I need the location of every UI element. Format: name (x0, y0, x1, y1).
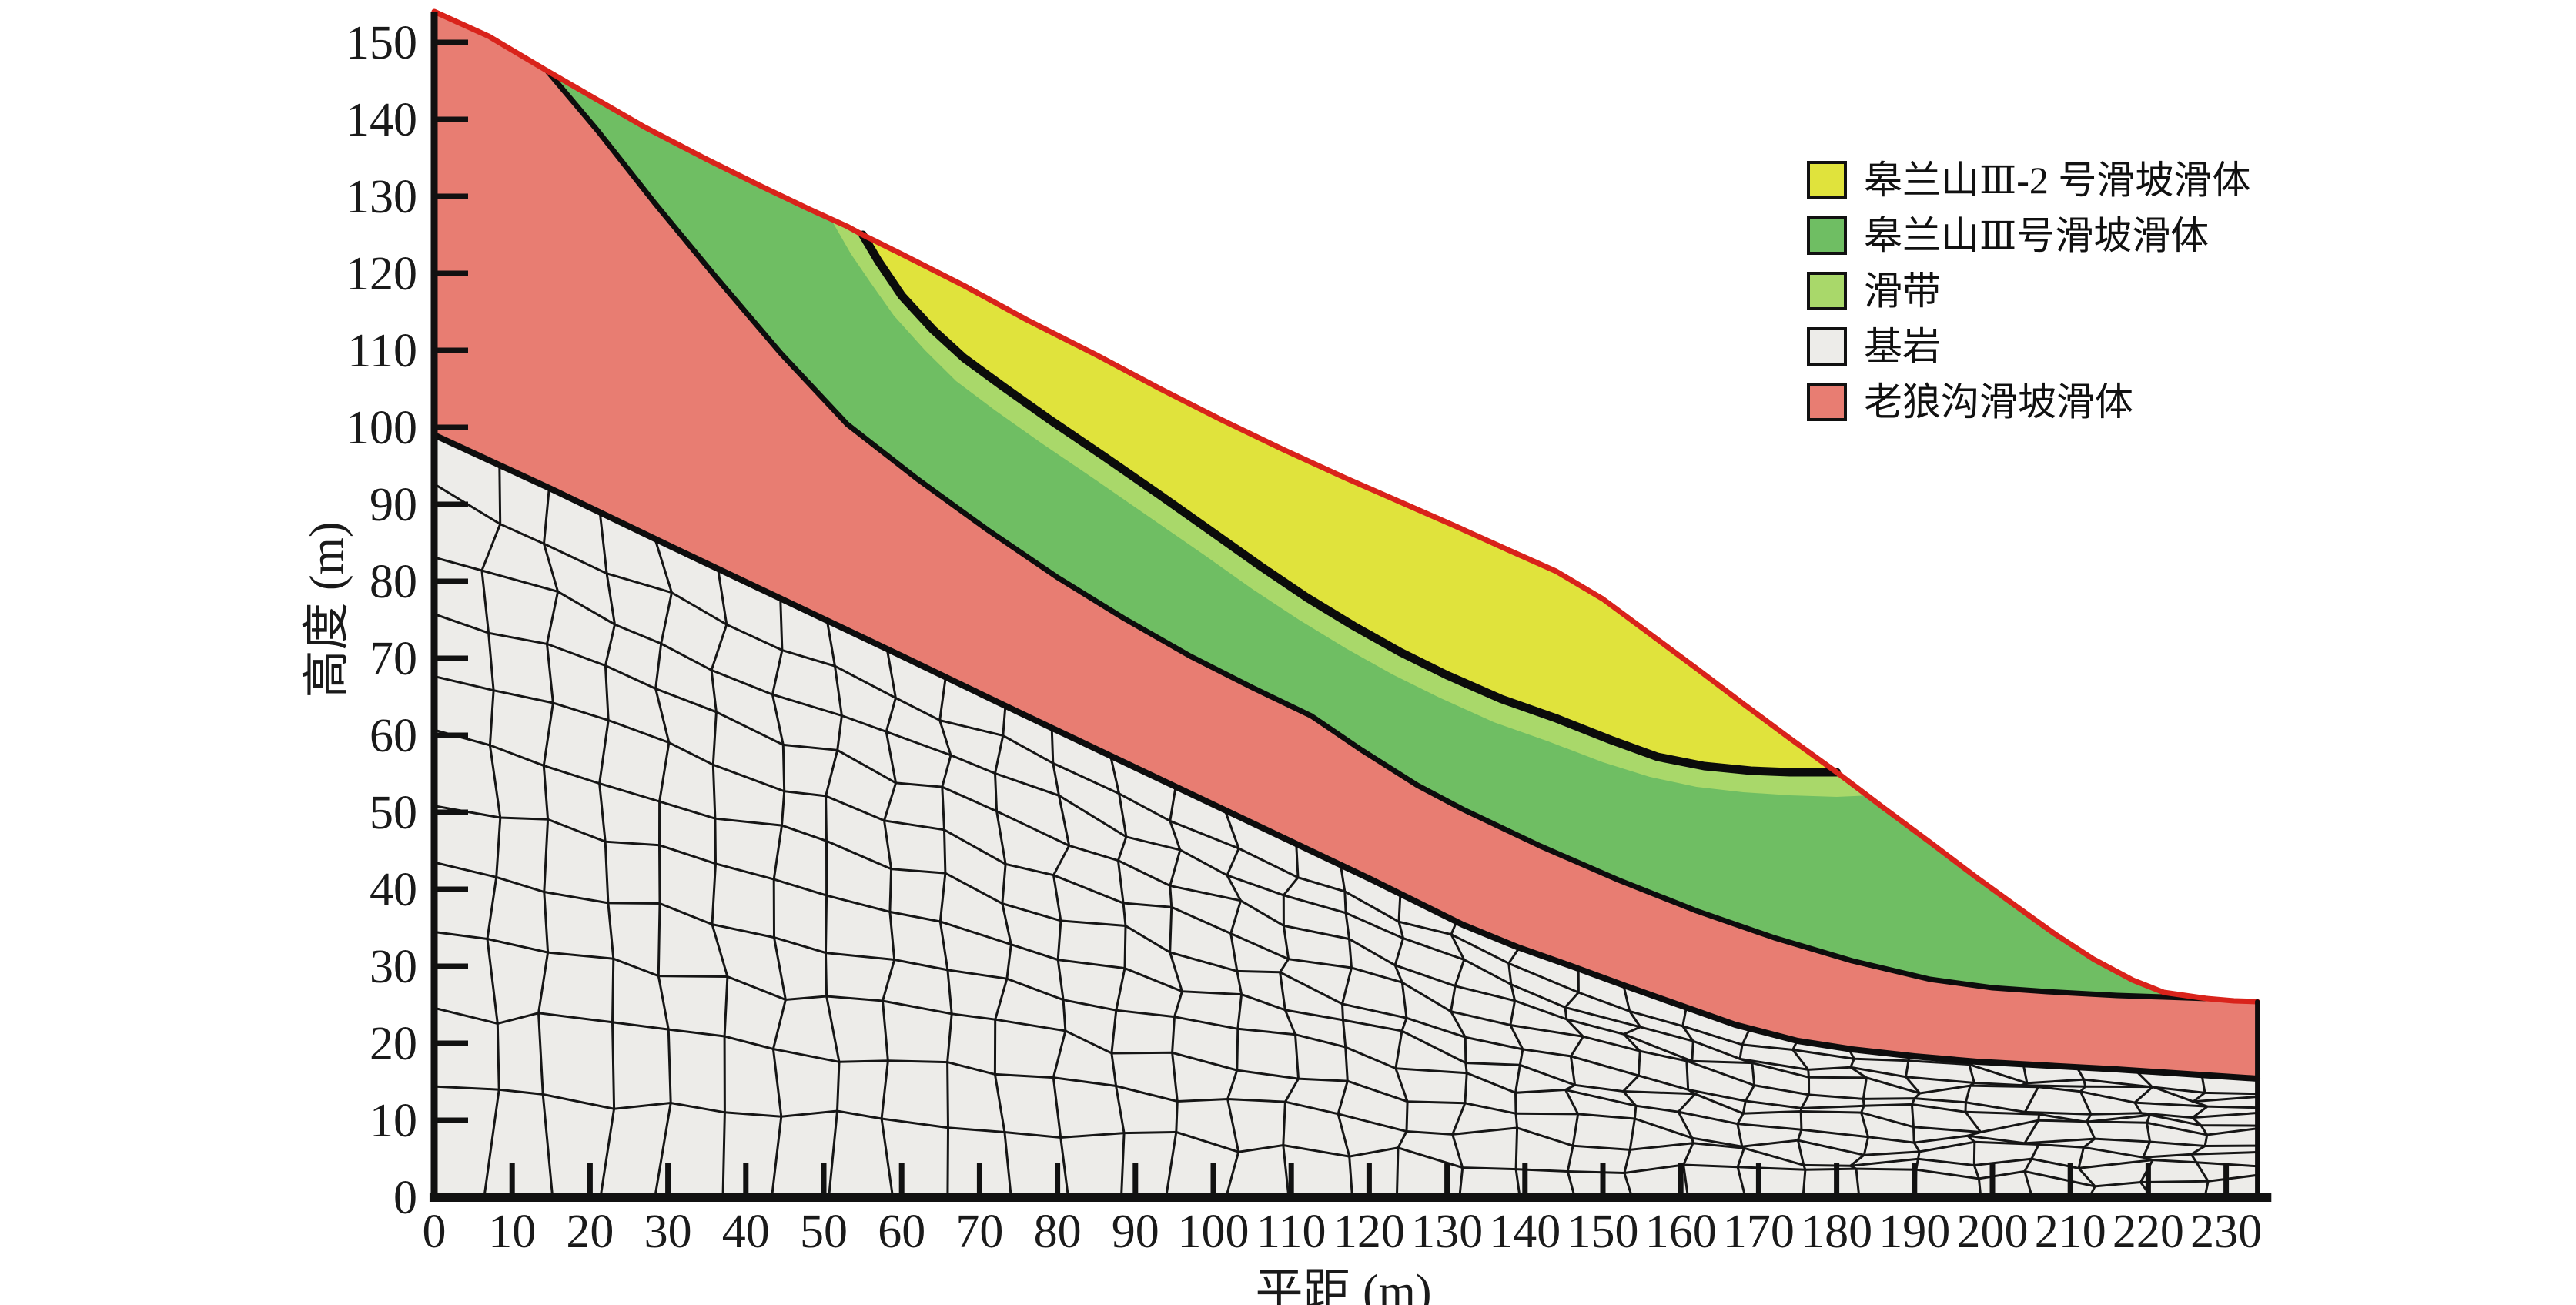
mesh-col-line (1791, 1040, 1811, 1197)
y-tick-label: 0 (393, 1172, 417, 1224)
mesh-col-line (1904, 1055, 1922, 1197)
legend-label: 皋兰山Ⅲ-2 号滑坡滑体 (1864, 159, 2251, 202)
III-2-slip-surface-line (858, 230, 1842, 777)
mesh-col-line (1337, 865, 1353, 1197)
x-tick-label: 10 (488, 1206, 536, 1258)
mesh-col-line (1165, 786, 1183, 1197)
mesh-col-line (1564, 969, 1585, 1197)
mesh-col-line (2020, 1064, 2041, 1197)
x-tick-label: 40 (722, 1206, 770, 1258)
mesh-col-line (938, 677, 953, 1197)
y-tick-label: 90 (370, 479, 417, 531)
mesh-col-line (710, 568, 729, 1197)
ground-surface-line (431, 8, 2260, 1005)
mesh-col-line (2190, 1074, 2210, 1197)
y-tick-label: 100 (346, 402, 417, 454)
y-tick-label: 40 (370, 864, 417, 916)
mesh-col-line (1848, 1048, 1870, 1197)
legend-swatch-laolanggou-icon (1807, 383, 1847, 421)
x-tick-label: 30 (644, 1206, 692, 1258)
legend-swatch-III-icon (1807, 216, 1847, 255)
x-tick-label: 110 (1256, 1206, 1326, 1258)
mesh-col-line (1964, 1060, 1983, 1197)
legend: 皋兰山Ⅲ-2 号滑坡滑体 皋兰山Ⅲ号滑坡滑体 滑带 基岩 老狼沟滑坡滑体 (1807, 152, 2250, 430)
y-tick-label: 20 (370, 1018, 417, 1070)
y-tick-label: 50 (370, 787, 417, 839)
legend-swatch-bedrock-icon (1807, 327, 1847, 366)
mesh-col-line (480, 465, 502, 1197)
legend-swatch-III-2-icon (1807, 161, 1847, 199)
mesh-col-line (1279, 844, 1300, 1197)
mesh-col-line (1677, 1007, 1697, 1197)
x-tick-label: 170 (1723, 1206, 1795, 1258)
y-tick-label: 120 (346, 248, 417, 300)
x-tick-label: 140 (1489, 1206, 1561, 1258)
mesh-col-line (993, 705, 1012, 1197)
x-tick-label: 200 (1957, 1206, 2029, 1258)
mesh-col-line (880, 648, 898, 1197)
x-tick-label: 190 (1878, 1206, 1950, 1258)
III-slip-surface-line (544, 68, 2210, 1002)
bedrock-top-line (431, 432, 2261, 1082)
mesh-col-line (1450, 921, 1468, 1197)
legend-item: 基岩 (1807, 319, 2250, 374)
x-tick-label: 50 (800, 1206, 848, 1258)
y-tick-label: 10 (370, 1095, 417, 1147)
y-tick-label: 80 (370, 556, 417, 608)
legend-swatch-slipzone-icon (1807, 272, 1847, 310)
y-tick-label: 150 (346, 17, 417, 69)
y-tick-label: 60 (370, 710, 417, 762)
x-tick-label: 160 (1645, 1206, 1717, 1258)
legend-item: 老狼沟滑坡滑体 (1807, 374, 2250, 430)
x-tick-label: 20 (566, 1206, 614, 1258)
mesh-col-line (1621, 985, 1642, 1197)
legend-item: 皋兰山Ⅲ-2 号滑坡滑体 (1807, 152, 2250, 208)
x-tick-label: 60 (878, 1206, 925, 1258)
x-tick-label: 0 (423, 1206, 447, 1258)
y-tick-label: 70 (370, 633, 417, 685)
legend-item: 滑带 (1807, 263, 2250, 319)
mesh-col-line (654, 538, 674, 1197)
mesh-col-line (771, 598, 787, 1197)
fem-mesh (434, 465, 2258, 1197)
y-tick-label: 140 (346, 94, 417, 146)
x-tick-label: 220 (2113, 1206, 2184, 1258)
mesh-col-line (1736, 1028, 1756, 1197)
x-axis-title: 平距 (m) (1255, 1266, 1432, 1305)
x-tick-label: 120 (1333, 1206, 1405, 1258)
x-tick-label: 130 (1411, 1206, 1483, 1258)
legend-item: 皋兰山Ⅲ号滑坡滑体 (1807, 208, 2250, 263)
y-tick-label: 130 (346, 171, 417, 223)
mesh-col-line (2076, 1066, 2097, 1197)
x-tick-label: 100 (1178, 1206, 1250, 1258)
x-tick-label: 80 (1034, 1206, 1082, 1258)
mesh-col-line (1050, 728, 1071, 1197)
x-tick-label: 150 (1567, 1206, 1639, 1258)
mesh-col-line (537, 487, 560, 1197)
gaolanshan-III-2-region (862, 235, 1837, 772)
legend-label: 基岩 (1864, 325, 1941, 368)
mesh-col-line (1223, 809, 1243, 1197)
mesh-col-line (1507, 947, 1524, 1197)
x-tick-label: 230 (2190, 1206, 2262, 1258)
y-axis-title: 高度 (m) (301, 521, 353, 698)
legend-label: 滑带 (1864, 269, 1941, 313)
mesh-col-line (1109, 755, 1128, 1197)
mesh-col-line (824, 620, 843, 1197)
x-tick-label: 90 (1112, 1206, 1159, 1258)
mesh-col-line (598, 512, 617, 1197)
legend-label: 皋兰山Ⅲ号滑坡滑体 (1864, 214, 2210, 257)
x-tick-label: 210 (2035, 1206, 2106, 1258)
y-tick-label: 30 (370, 941, 417, 993)
legend-label: 老狼沟滑坡滑体 (1864, 380, 2133, 423)
bedrock-region (434, 435, 2258, 1197)
x-tick-label: 70 (955, 1206, 1003, 1258)
y-tick-label: 110 (347, 325, 417, 377)
mesh-col-line (1393, 893, 1409, 1197)
x-tick-label: 180 (1801, 1206, 1872, 1258)
